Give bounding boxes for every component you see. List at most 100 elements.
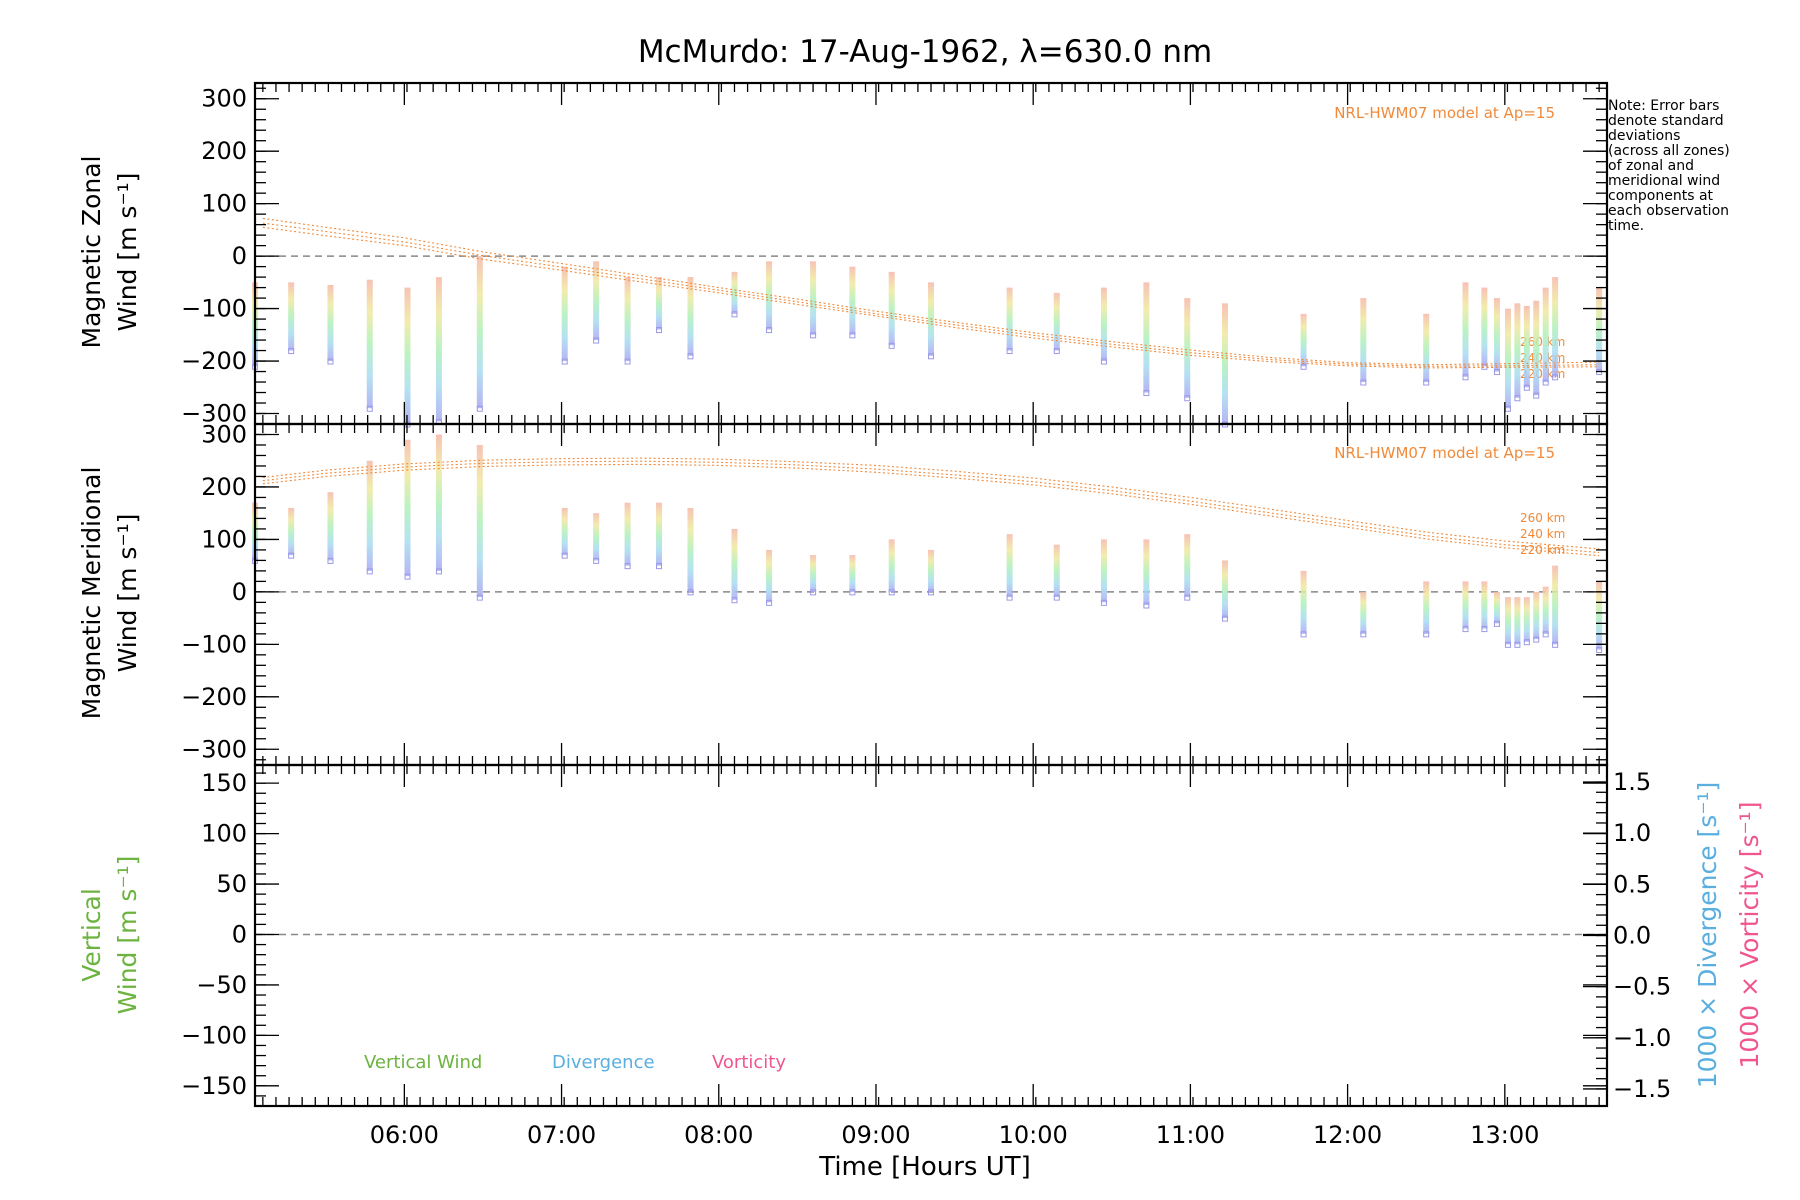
note-line: of zonal and (1608, 158, 1694, 174)
observation-point (327, 557, 334, 564)
legend-vertical-wind: Vertical Wind (364, 1052, 482, 1073)
observation-column (1221, 560, 1228, 619)
zonal-wind-ylabel: Magnetic Zonal Wind [m s⁻¹] (77, 156, 142, 349)
observation-point (687, 353, 694, 360)
observation-point (1423, 379, 1430, 386)
observation-column (1006, 534, 1013, 598)
vertical-ylabel-line2: Wind [m s⁻¹] (113, 856, 142, 1015)
x-tick-label: 09:00 (841, 1121, 910, 1149)
note-line: (across all zones) (1608, 143, 1730, 159)
observation-point (561, 358, 568, 365)
y-tick-label: 0 (232, 578, 247, 606)
observation-column (1053, 292, 1060, 351)
note-line: time. (1608, 218, 1644, 234)
observation-column (1552, 565, 1559, 645)
observation-column (435, 434, 442, 571)
vertical-wind-ylabel: Vertical Wind [m s⁻¹] (77, 856, 142, 1015)
observation-column (1100, 287, 1107, 362)
observation-column (1360, 298, 1367, 383)
observation-column (1360, 591, 1367, 634)
meridional-ylabel-line1: Magnetic Meridional (77, 467, 106, 720)
y-tick-label: −200 (181, 347, 247, 375)
observation-point (1552, 641, 1559, 648)
observation-column (1143, 282, 1150, 393)
observation-column (1143, 539, 1150, 605)
observation-point (1006, 594, 1013, 601)
observation-point (1596, 647, 1603, 654)
note-line: each observation (1608, 203, 1729, 219)
observation-column (1523, 305, 1530, 388)
y-tick-label: −50 (196, 971, 247, 999)
observation-point (1514, 395, 1521, 402)
x-tick-label: 13:00 (1470, 1121, 1539, 1149)
observation-point (404, 573, 411, 580)
observation-point (1300, 631, 1307, 638)
meridional-ylabel-line2: Wind [m s⁻¹] (113, 514, 142, 673)
observation-column (593, 261, 600, 341)
observation-point (1504, 641, 1511, 648)
x-tick-label: 12:00 (1313, 1121, 1382, 1149)
observation-column (1184, 298, 1191, 398)
observation-column (1300, 313, 1307, 367)
y-tick-label: −100 (181, 295, 247, 323)
observation-point (810, 332, 817, 339)
observation-point (1006, 348, 1013, 355)
observation-point (1143, 602, 1150, 609)
observation-point (366, 405, 373, 412)
observation-column (1184, 534, 1191, 598)
plot-frame (253, 81, 1609, 426)
observation-point (435, 568, 442, 575)
legend-divergence: Divergence (552, 1052, 655, 1073)
observation-column (1221, 303, 1228, 424)
observation-column (1514, 303, 1521, 398)
observation-column (1542, 586, 1549, 634)
observation-point (928, 353, 934, 360)
y-tick-label: 0 (232, 920, 247, 948)
observation-column (1523, 597, 1530, 642)
observation-point (624, 563, 631, 570)
observation-column (687, 507, 694, 592)
x-tick-label: 11:00 (1156, 1121, 1225, 1149)
observation-column (1533, 591, 1540, 640)
observation-point (1184, 395, 1191, 402)
observation-point (810, 589, 817, 596)
observation-point (1523, 384, 1530, 391)
observation-column (1552, 277, 1559, 377)
observation-point (1462, 626, 1469, 633)
observation-point (1523, 639, 1530, 646)
observation-point (1360, 379, 1367, 386)
observation-point (288, 552, 295, 559)
y-tick-label: −100 (181, 1021, 247, 1049)
observation-column (327, 284, 334, 362)
x-axis: Time [Hours UT] 06:00 07:00 08:00 09:00 10:0… (370, 1121, 1540, 1182)
observation-column (561, 507, 568, 556)
observation-column (1493, 298, 1500, 372)
y-tick-label: 300 (201, 85, 247, 113)
observation-point (1533, 392, 1540, 399)
observation-column (288, 507, 295, 556)
observation-column (593, 513, 600, 561)
x-tick-label: 10:00 (999, 1121, 1068, 1149)
observation-column (561, 266, 568, 362)
y-tick-label: 200 (201, 473, 247, 501)
model-alt-label: 240 km (1520, 527, 1565, 541)
observation-column (731, 271, 738, 314)
observation-point (687, 589, 694, 596)
observation-point (593, 557, 600, 564)
note-line: components at (1608, 188, 1714, 204)
observation-column (1481, 287, 1488, 367)
y2-tick-label: −0.5 (1613, 973, 1671, 1001)
vorticity-y2label: 1000 × Vorticity [s⁻¹] (1735, 802, 1764, 1069)
observation-point (1533, 636, 1540, 643)
observation-column (656, 502, 663, 566)
zonal-wind-panel: Magnetic Zonal Wind [m s⁻¹] NRL-HWM07 mo… (77, 81, 1609, 428)
y-tick-label: 200 (201, 137, 247, 165)
y2-tick-label: −1.5 (1613, 1075, 1671, 1103)
observation-point (1481, 363, 1488, 370)
meridional-wind-ylabel: Magnetic Meridional Wind [m s⁻¹] (77, 467, 142, 720)
zonal-ylabel-line2: Wind [m s⁻¹] (113, 173, 142, 332)
observation-point (656, 563, 663, 570)
observation-column (849, 555, 856, 592)
note-line: denote standard (1608, 113, 1724, 129)
